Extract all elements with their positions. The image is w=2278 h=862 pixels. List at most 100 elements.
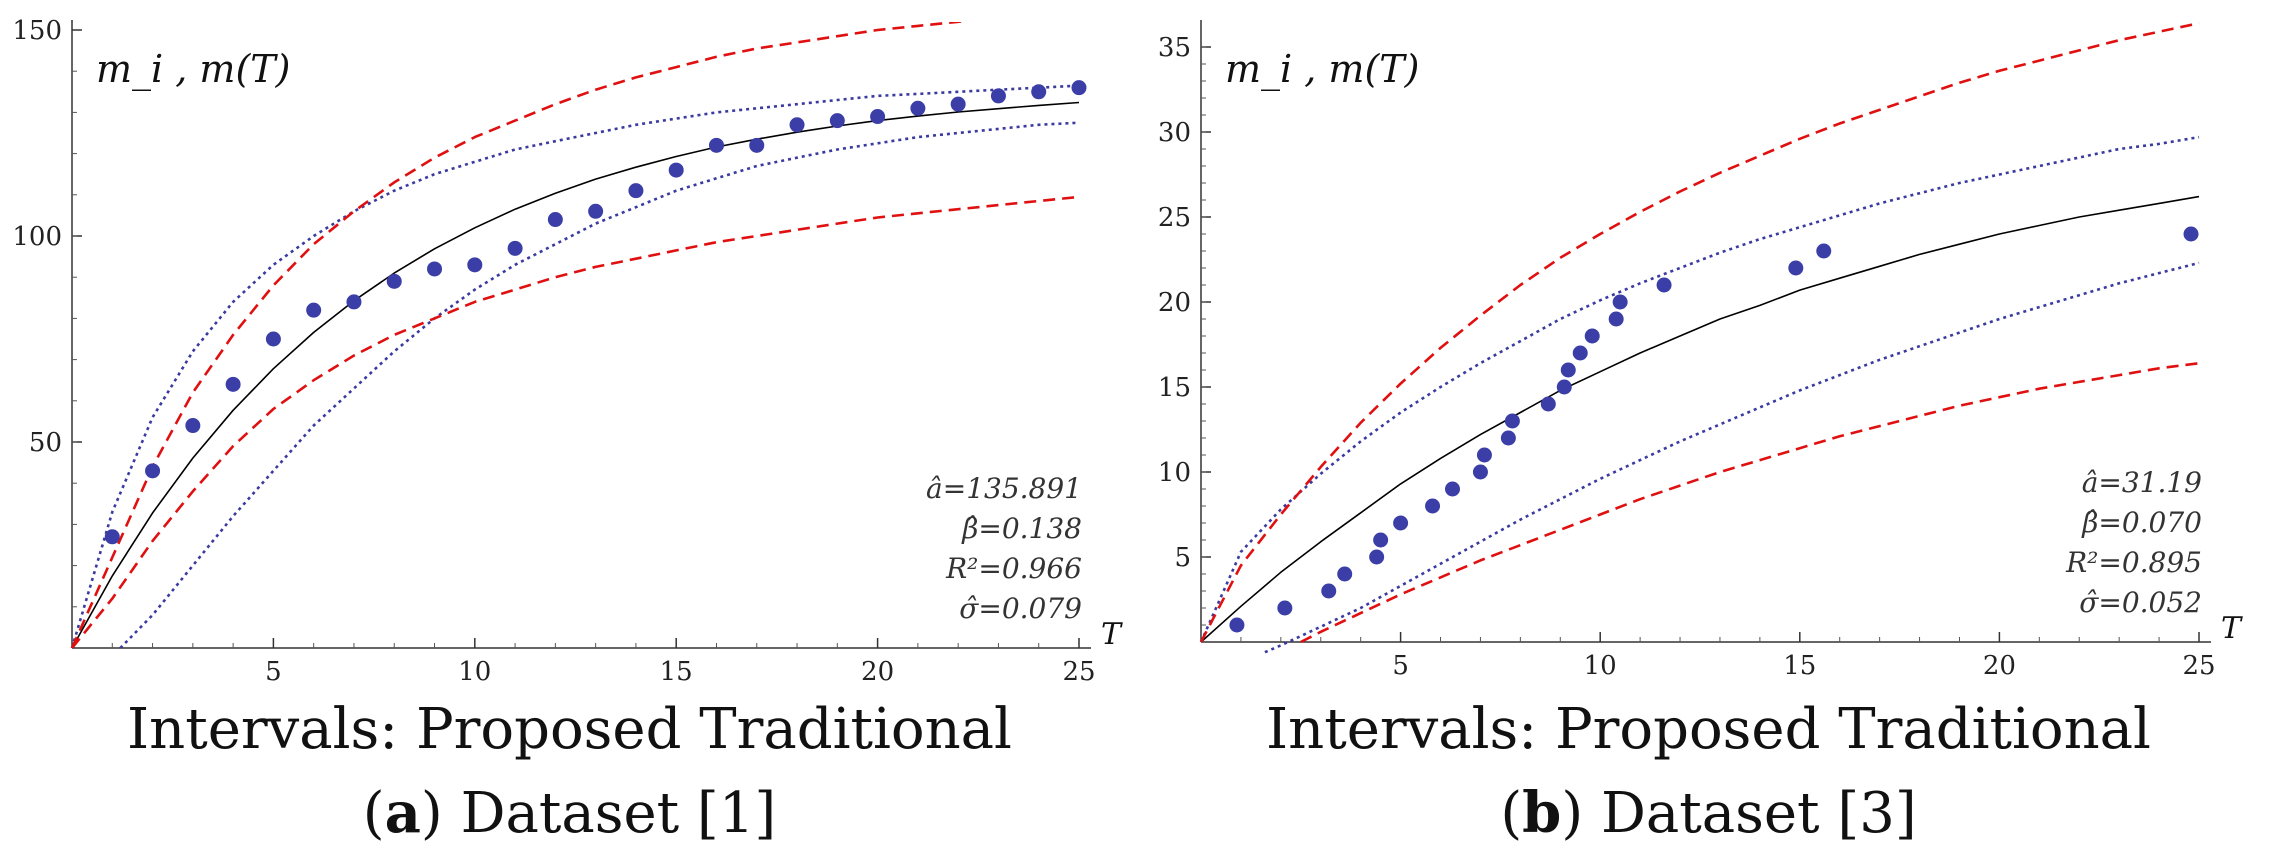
data-point [1788,260,1804,276]
data-point [1572,345,1588,361]
data-point [346,294,362,310]
data-point [1472,464,1488,480]
curve-fitted-m(T) [1200,195,2200,643]
data-point [708,137,724,153]
stat-annotation: â=135.891 [926,472,1082,505]
data-point [386,273,402,289]
data-point [265,331,281,347]
stat-annotation: â=31.19 [2082,466,2202,499]
caption-b-intervals: Intervals: Proposed Traditional [1266,697,2151,762]
data-point [1540,396,1556,412]
x-tick-label: 5 [1392,651,1409,681]
data-point [628,183,644,199]
data-point [2183,226,2199,242]
curve-traditional-upper [1199,22,2200,643]
data-point [1071,80,1087,96]
data-point [829,113,845,129]
y-tick-label: 150 [12,16,62,46]
data-point [145,463,161,479]
data-point [789,117,805,133]
y-tick-label: 50 [29,428,62,458]
data-point [467,257,483,273]
data-point [547,212,563,228]
data-point [1337,566,1353,582]
data-point [1444,481,1460,497]
stat-annotation: R²=0.966 [945,552,1082,585]
data-point [749,137,765,153]
stat-annotation: R²=0.895 [2065,546,2202,579]
x-tick-label: 25 [2182,651,2215,681]
y-tick-label: 35 [1158,33,1191,63]
chart-a: 5 10 15 20 25 50 100 150 m_i , m(T) Tâ=135.891 β̂=… [12,16,1123,687]
curve-traditional-upper [70,22,969,649]
data-point [1504,413,1520,429]
data-point [1321,583,1337,599]
chart-b: 5 10 15 20 25 5 10 15 20 25 30 35 m_i , m(T) Tâ=31.19… [1158,20,2243,681]
stat-annotation: β̂=0.070 [2081,506,2202,539]
data-point [950,96,966,112]
y-tick-label: 100 [12,222,62,252]
x-axis-label: T [2221,611,2243,646]
stat-annotation: σ̂=0.052 [2079,586,2202,619]
y-tick-label: 10 [1158,458,1191,488]
caption-a-intervals: Intervals: Proposed Traditional [127,697,1012,762]
data-point [104,529,120,545]
data-point [1608,311,1624,327]
data-point [306,302,322,318]
data-point [910,100,926,116]
curve-traditional-lower [70,195,1080,649]
x-axis-label: T [1101,617,1123,652]
data-point [1031,84,1047,100]
x-tick-label: 10 [1584,651,1617,681]
stat-annotation: σ̂=0.079 [959,592,1082,625]
curve-traditional-lower [1300,361,2200,644]
y-tick-label: 15 [1158,373,1191,403]
caption-b-dataset: (b) Dataset [3] [1500,780,1917,846]
data-point [1373,532,1389,548]
data-point [185,418,201,434]
caption-a-letter: a [384,780,421,846]
data-point [870,109,886,125]
x-tick-label: 10 [458,657,491,687]
curve-proposed-upper [70,84,1080,649]
y-axis-label: m_i , m(T) [96,47,290,92]
data-point [427,261,443,277]
data-point [1816,243,1832,259]
data-point [990,88,1006,104]
data-point [1556,379,1572,395]
data-point [588,203,604,219]
x-tick-label: 20 [861,657,894,687]
data-point [668,162,684,178]
data-point [1500,430,1516,446]
x-tick-label: 25 [1062,657,1095,687]
data-point [1656,277,1672,293]
curves [70,22,1080,649]
curve-proposed-lower [1264,261,2200,654]
x-tick-label: 5 [265,657,282,687]
caption-b-letter: b [1522,780,1562,846]
data-point [1476,447,1492,463]
x-tick-label: 15 [1783,651,1816,681]
x-tick-label: 15 [660,657,693,687]
data-point [225,376,241,392]
curve-proposed-upper [1199,135,2200,643]
y-tick-label: 25 [1158,203,1191,233]
data-point [1425,498,1441,514]
stat-annotation: β̂=0.138 [961,512,1082,545]
data-point [1612,294,1628,310]
y-tick-label: 5 [1174,543,1191,573]
data-point [1277,600,1293,616]
y-axis-label: m_i , m(T) [1225,47,1419,92]
curve-proposed-lower [119,121,1080,649]
data-point [1369,549,1385,565]
data-point [1229,617,1245,633]
y-tick-label: 20 [1158,288,1191,318]
caption-b-title: Dataset [3] [1600,781,1917,846]
curves [1199,22,2200,654]
data-point [1584,328,1600,344]
curve-fitted-m(T) [71,101,1080,649]
caption-a-title: Dataset [1] [460,781,777,846]
